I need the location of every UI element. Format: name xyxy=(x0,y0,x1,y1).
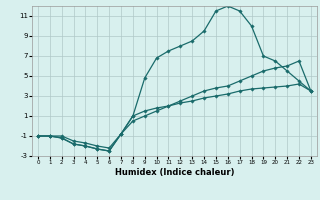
X-axis label: Humidex (Indice chaleur): Humidex (Indice chaleur) xyxy=(115,168,234,177)
